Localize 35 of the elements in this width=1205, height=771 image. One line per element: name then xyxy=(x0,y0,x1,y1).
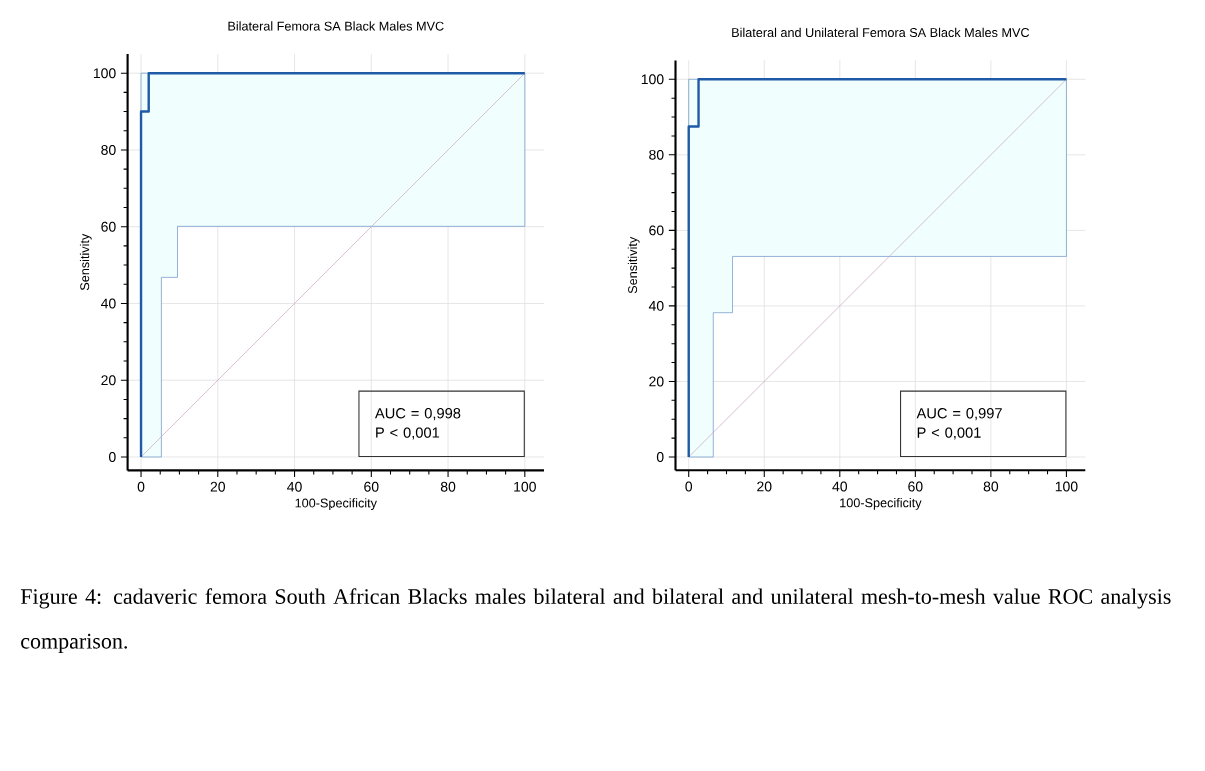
x-tick-label: 100 xyxy=(514,481,536,492)
y-tick-label: 60 xyxy=(101,221,116,232)
y-tick-label: 60 xyxy=(649,225,664,236)
x-tick-label: 60 xyxy=(364,481,379,492)
x-tick-label: 60 xyxy=(908,481,923,492)
y-tick-label: 40 xyxy=(100,298,116,309)
x-tick-label: 40 xyxy=(287,481,302,492)
annotation: P < 0,001 xyxy=(376,427,440,440)
y-tick-label: 80 xyxy=(649,149,664,160)
x-axis-title: 100-Specificity xyxy=(840,497,922,510)
x-tick-label: 20 xyxy=(210,481,226,492)
x-tick-label: 80 xyxy=(440,481,456,492)
chart-title: Bilateral and Unilateral Femora SA Black Males MVC xyxy=(732,27,1030,38)
x-axis-title: 100-Specificity xyxy=(295,498,377,510)
annotation: AUC = 0,997 xyxy=(916,408,1002,421)
annotation: AUC = 0,998 xyxy=(374,408,461,421)
x-tick-label: 100 xyxy=(1055,481,1078,492)
y-tick-label: 0 xyxy=(656,452,664,462)
y-axis-title: Sensitivity xyxy=(627,236,640,294)
y-tick-label: 0 xyxy=(108,452,116,462)
y-tick-label: 20 xyxy=(101,375,116,386)
y-tick-label: 20 xyxy=(649,376,664,387)
y-axis-title: Sensitivity xyxy=(79,233,92,291)
annotation: P < 0,001 xyxy=(917,427,981,440)
y-tick-label: 40 xyxy=(648,300,664,311)
x-tick-label: 20 xyxy=(757,481,772,492)
caption: Figure 4: cadaveric femora South African Blacks males bilateral and bilateral and unilateral mesh-to-mesh value ROC analysis comparison. xyxy=(20,588,1171,654)
x-tick-label: 0 xyxy=(685,481,693,492)
y-tick-label: 80 xyxy=(101,145,116,155)
y-tick-label: 100 xyxy=(93,68,116,79)
y-tick-label: 100 xyxy=(641,74,664,85)
x-tick-label: 80 xyxy=(983,481,999,492)
chart-title: Bilateral Femora SA Black Males MVC xyxy=(228,21,444,31)
x-tick-label: 0 xyxy=(137,481,145,492)
x-tick-label: 40 xyxy=(832,481,848,492)
